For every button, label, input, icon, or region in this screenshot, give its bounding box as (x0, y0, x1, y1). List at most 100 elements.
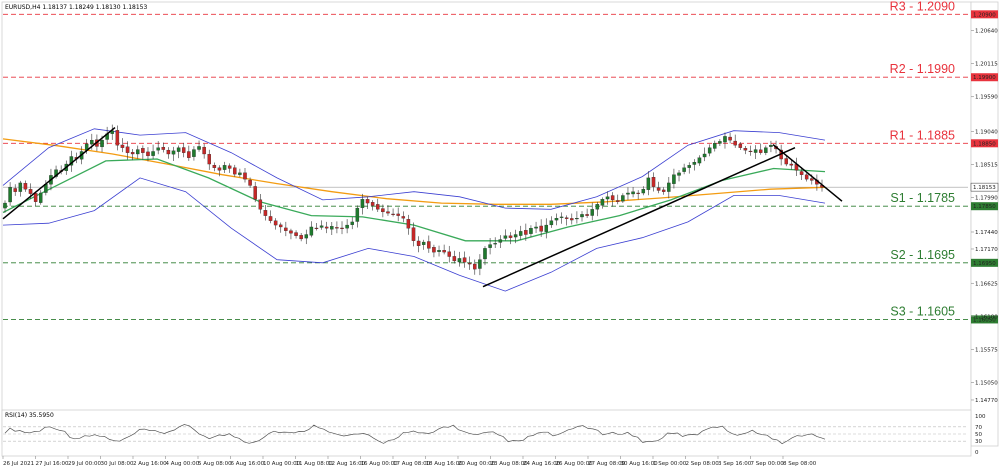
candle-body (151, 151, 155, 156)
candle-body (493, 243, 497, 245)
candle-body (284, 227, 288, 231)
candle-body (687, 165, 691, 168)
candle-body (656, 187, 661, 191)
candle-body (661, 189, 666, 192)
price-tick-label: 1.17440 (975, 230, 998, 236)
level-label: S1 - 1.1785 (890, 191, 955, 205)
candle-body (636, 192, 640, 194)
candle-body (600, 199, 605, 206)
rsi-tick-label: 0 (975, 450, 979, 456)
candle-body (23, 183, 28, 190)
candle-body (457, 258, 462, 263)
candle-body (376, 204, 380, 210)
time-tick-label: 29 Jul 00:00 (68, 461, 101, 467)
time-tick-label: 12 Aug 16:00 (328, 461, 366, 467)
level-label: S3 - 1.1605 (890, 304, 955, 318)
time-tick-label: 2 Aug 16:00 (133, 461, 167, 467)
rsi-tick-label: 30 (975, 439, 982, 445)
candle-body (743, 148, 748, 151)
candle-body (319, 225, 324, 228)
candle-body (309, 226, 314, 236)
candle-body (181, 147, 186, 153)
level-price-tag (971, 202, 998, 211)
level-price-tag (971, 258, 998, 267)
time-tick-label: 27 Aug 08:00 (588, 461, 626, 467)
price-tick-label: 1.16100 (975, 314, 998, 320)
candle-body (197, 146, 201, 150)
candle-body (243, 172, 247, 180)
candle-body (324, 226, 329, 229)
price-tick-label: 1.16625 (975, 281, 998, 287)
time-tick-label: 20 Aug 00:00 (458, 461, 496, 467)
candle-body (192, 149, 196, 157)
level-label: R1 - 1.1885 (890, 128, 955, 142)
price-tick-label: 1.20640 (975, 29, 998, 35)
candle-body (544, 224, 549, 232)
time-tick-label: 24 Aug 16:00 (523, 461, 561, 467)
time-tick-label: 23 Aug 08:00 (491, 461, 529, 467)
candle-body (539, 225, 543, 232)
candle-body (13, 188, 17, 192)
time-tick-label: 18 Aug 16:00 (426, 461, 464, 467)
candle-body (575, 218, 579, 220)
candle-body (217, 167, 222, 171)
candle-body (595, 204, 600, 210)
candle-body (718, 141, 722, 144)
price-tick-label: 1.18515 (975, 162, 998, 168)
candle-body (100, 139, 104, 148)
candle-body (473, 263, 477, 270)
time-tick-label: 5 Aug 08:00 (198, 461, 232, 467)
candle-body (345, 224, 349, 229)
candle-body (702, 153, 707, 158)
candle-body (478, 259, 482, 269)
candle-body (248, 179, 252, 186)
level-label: R3 - 1.2090 (890, 0, 955, 13)
level-price-tag-text: 1.16950 (973, 261, 996, 267)
time-tick-label: 27 Jul 16:00 (36, 461, 69, 467)
rsi-tick-label: 100 (975, 414, 986, 420)
rsi-info: RSI(14) 35.5950 (5, 412, 54, 419)
candle-body (233, 167, 237, 175)
price-tick-label: 1.17170 (975, 247, 998, 253)
candle-body (677, 172, 681, 176)
candle-body (570, 218, 574, 221)
time-tick-label: 17 Aug 08:00 (393, 461, 431, 467)
candle-body (692, 162, 697, 165)
candle-body (365, 199, 370, 204)
candle-body (427, 241, 431, 249)
candle-body (340, 227, 344, 229)
candle-body (176, 147, 181, 152)
candle-body (146, 151, 150, 157)
time-tick-label: 6 Aug 16:00 (231, 461, 265, 467)
price-tick-layer: 1.20640 1.20115 1.19590 1.19040 1.18515 1.179… (971, 29, 998, 404)
candle-body (299, 235, 303, 240)
candle-body (355, 207, 360, 222)
candle-body (483, 248, 487, 260)
candle-body (8, 187, 12, 203)
candle-body (227, 165, 232, 169)
candle-body (467, 262, 472, 265)
candle-body (810, 178, 814, 181)
candle-body (564, 217, 569, 219)
price-tick-label: 1.17990 (975, 195, 998, 201)
candle-body (289, 230, 293, 234)
candle-body (753, 149, 758, 153)
candle-body (207, 154, 211, 165)
candle-body (682, 167, 686, 172)
time-tick-layer: 26 Jul 2021 27 Jul 16:00 29 Jul 00:00 30 Ju… (2, 456, 817, 467)
candle-body (549, 220, 554, 226)
candle-body (278, 224, 283, 228)
candle-body (442, 250, 446, 253)
candle-body (447, 251, 451, 257)
candle-body (125, 146, 130, 153)
candle-body (616, 200, 620, 202)
price-tick-label: 1.20115 (975, 62, 998, 68)
candle-body (784, 158, 789, 165)
candle-body (258, 199, 263, 210)
candle-body (416, 240, 421, 246)
candle-body (314, 227, 319, 229)
candle-body (518, 231, 523, 236)
candle-body (38, 192, 43, 203)
candle-body (130, 152, 135, 155)
